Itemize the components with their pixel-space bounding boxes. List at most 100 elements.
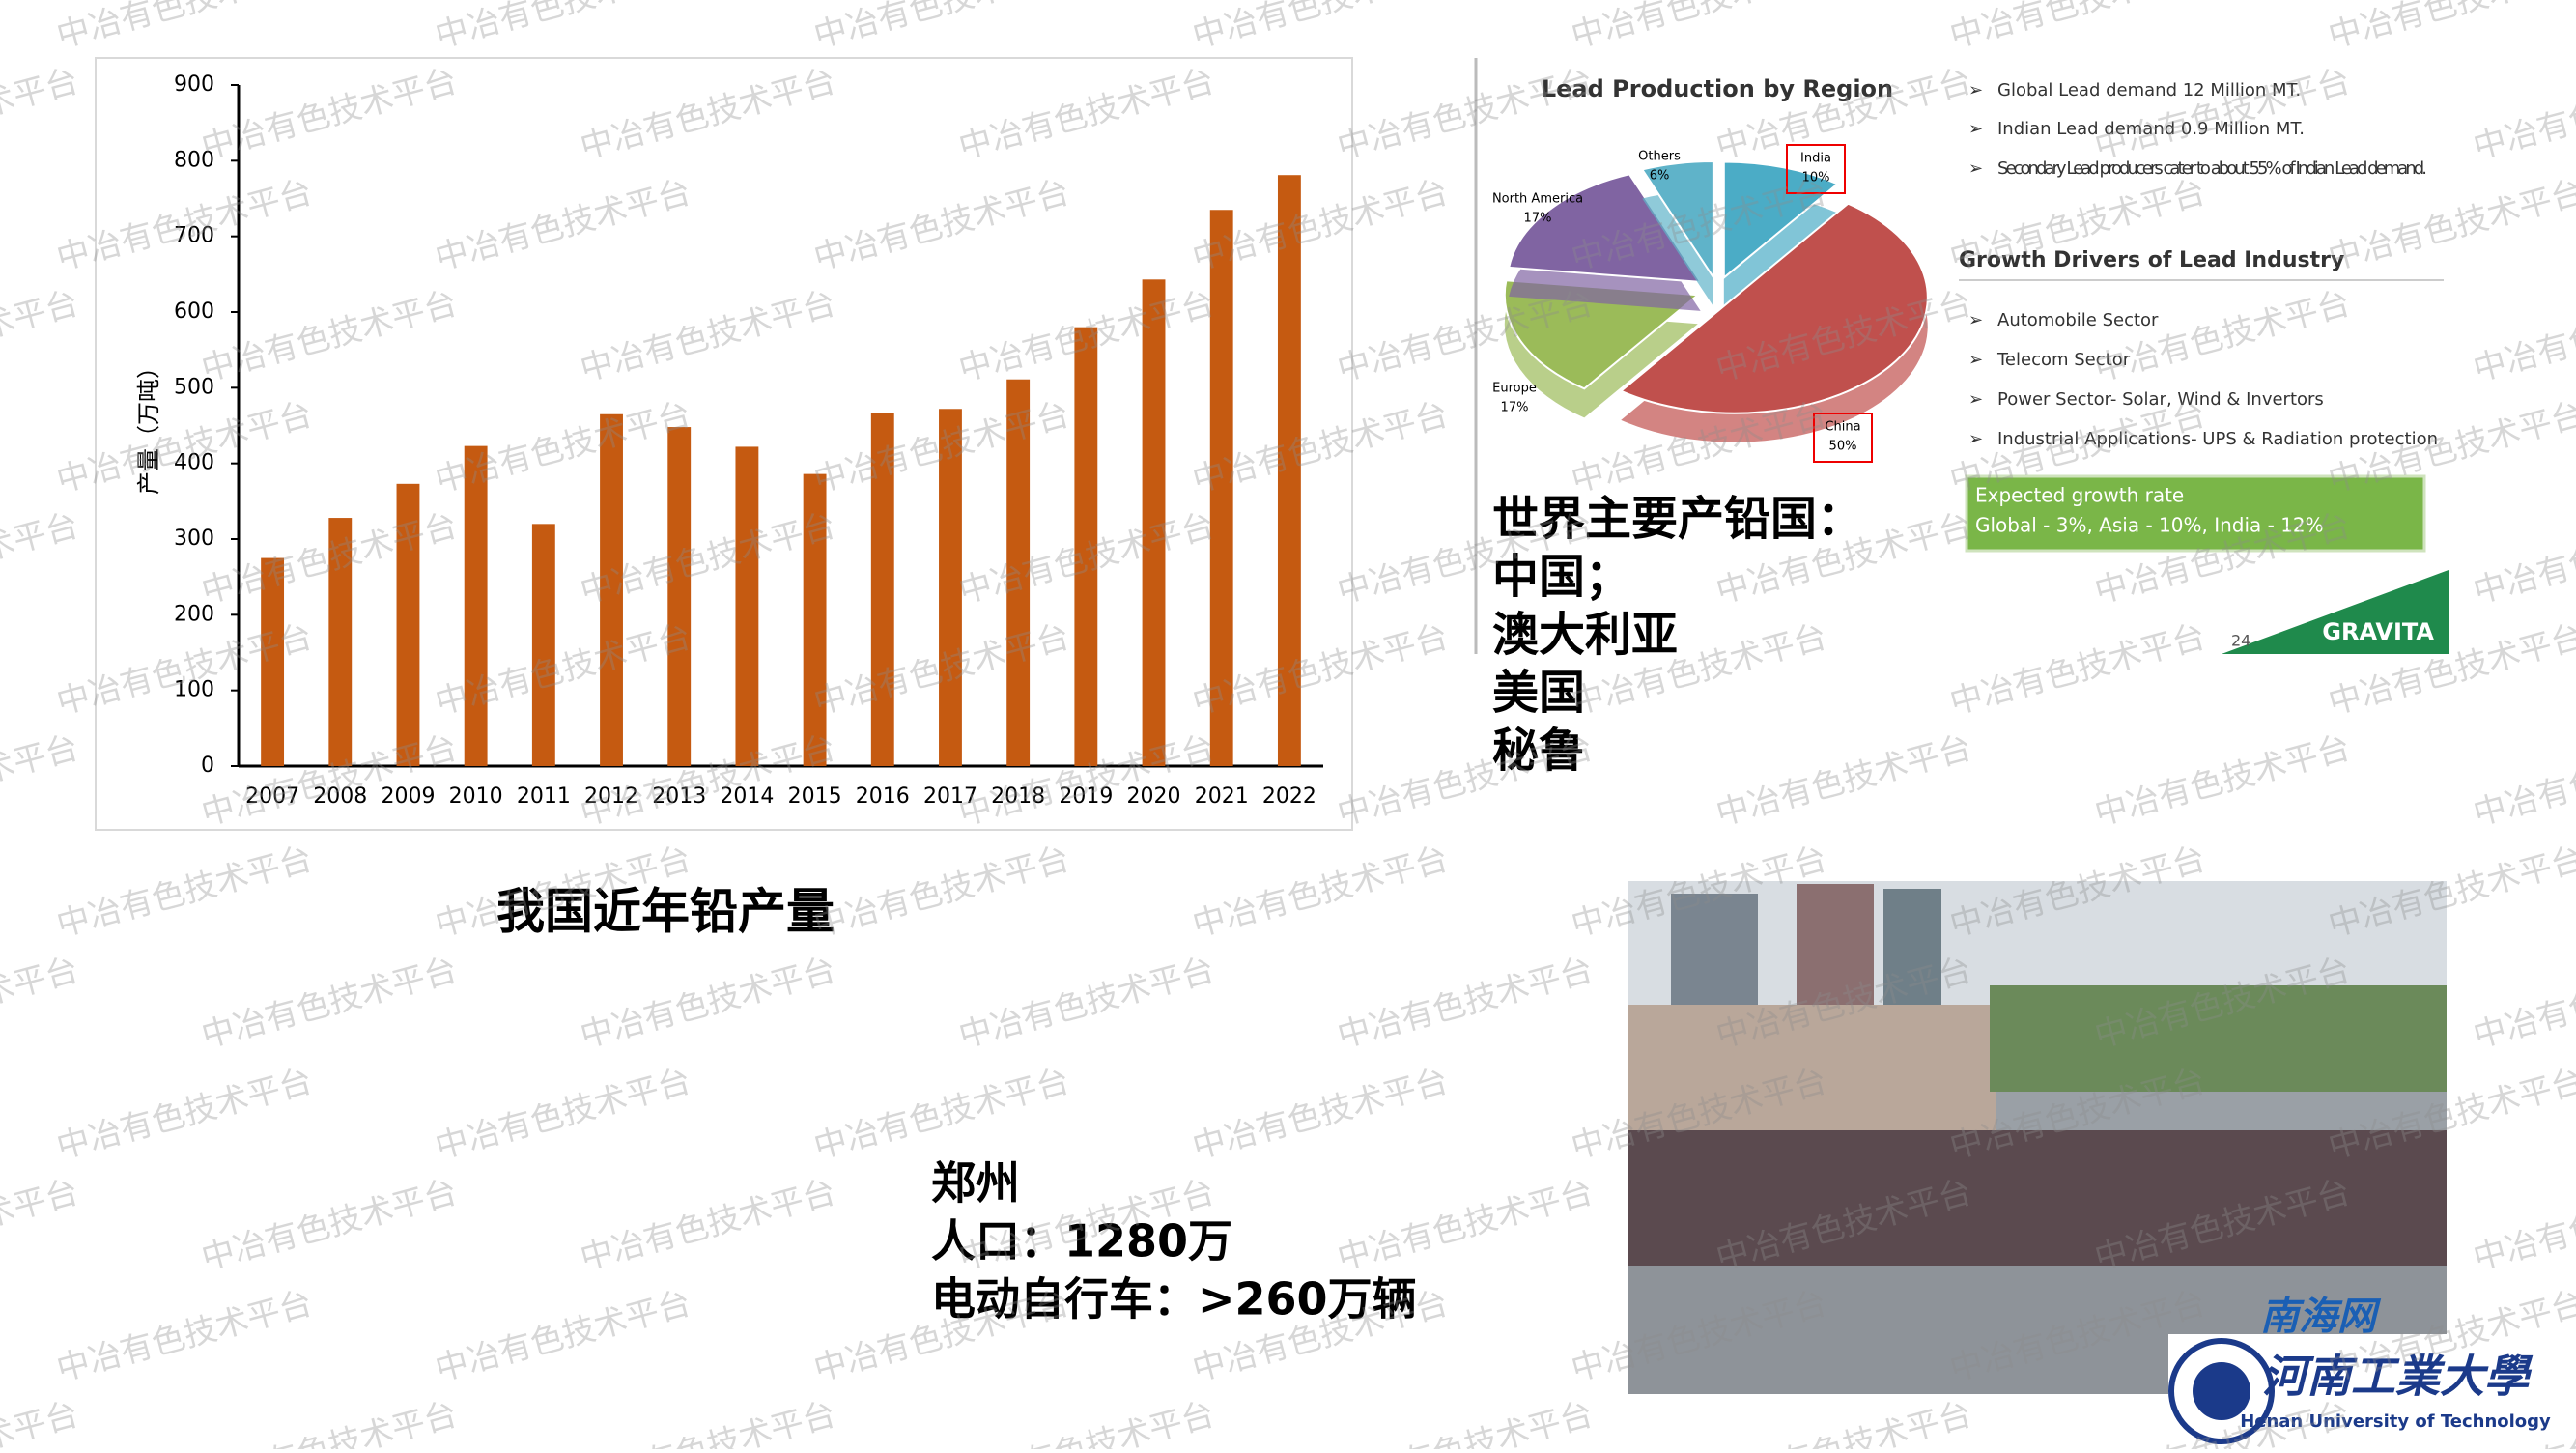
watermark: 中冶有色技术平台	[1188, 0, 1452, 56]
pie-title: Lead Production by Region	[1542, 75, 1893, 102]
watermark: 中冶有色技术平台	[0, 284, 83, 389]
photo-crowd	[1628, 1130, 2447, 1266]
bar	[1006, 379, 1031, 766]
watermark: 中冶有色技术平台	[1188, 1062, 1452, 1167]
x-tick-label: 2018	[991, 784, 1045, 809]
pie-slice	[1619, 202, 1929, 414]
logo-emblem-core	[2193, 1362, 2250, 1420]
watermark: 中冶有色技术平台	[52, 0, 316, 56]
watermark: 中冶有色技术平台	[52, 1284, 316, 1389]
growth-box	[1965, 474, 2426, 553]
pie-slice	[1640, 160, 1714, 281]
x-tick-label: 2008	[313, 784, 367, 809]
bar	[939, 409, 962, 766]
y-tick-label: 0	[201, 754, 214, 778]
bar	[600, 413, 623, 766]
y-tick-label: 500	[174, 375, 214, 399]
watermark: 中冶有色技术平台	[2469, 728, 2576, 834]
producer: 秘鲁	[1492, 724, 1585, 778]
watermark: 中冶有色技术平台	[431, 0, 694, 56]
bullet-arrow: ➢	[1968, 158, 1983, 179]
watermark: 中冶有色技术平台	[1188, 840, 1452, 945]
watermark: 中冶有色技术平台	[2469, 1173, 2576, 1278]
logo-english: Henan University of Technology	[2240, 1411, 2551, 1432]
watermark: 中冶有色技术平台	[1712, 1395, 1975, 1449]
watermark: 中冶有色技术平台	[1333, 1173, 1597, 1278]
bullet-arrow: ➢	[1968, 350, 1983, 370]
producer: 美国	[1492, 666, 1585, 720]
pie-label: Others	[1638, 150, 1681, 164]
bar	[1074, 327, 1098, 766]
bar	[1142, 279, 1166, 766]
bar	[803, 473, 827, 766]
pie-label: Europe	[1492, 382, 1537, 396]
y-tick-label: 600	[174, 299, 214, 324]
bullet-arrow: ➢	[1968, 389, 1983, 410]
driver: Power Sector- Solar, Wind & Invertors	[1997, 389, 2324, 410]
x-tick-label: 2017	[923, 784, 977, 809]
producer: 澳大利亚	[1492, 608, 1678, 662]
pie-slice	[1722, 160, 1840, 280]
y-axis-title: 产量（万吨）	[135, 356, 162, 495]
watermark: 中冶有色技术平台	[197, 1395, 461, 1449]
producer: 中国；	[1492, 550, 1631, 604]
x-tick-label: 2012	[584, 784, 638, 809]
producer: 世界主要产铅国：	[1492, 492, 1863, 546]
x-tick-label: 2019	[1059, 784, 1113, 809]
y-tick-label: 200	[174, 602, 214, 626]
y-tick-label: 700	[174, 224, 214, 248]
slide-bullet: Secondary Lead producers cater to about …	[1997, 158, 2427, 179]
watermark: 中冶有色技术平台	[809, 0, 1073, 56]
x-tick-label: 2022	[1262, 784, 1316, 809]
watermark: 中冶有色技术平台	[431, 1062, 694, 1167]
pie-value-label: 10%	[1802, 171, 1830, 185]
watermark: 中冶有色技术平台	[0, 1173, 83, 1278]
y-tick-label: 100	[174, 678, 214, 702]
watermark: 中冶有色技术平台	[576, 1173, 839, 1278]
growth-title: Expected growth rate	[1975, 484, 2184, 507]
photo-credit: 南海网	[2260, 1295, 2382, 1339]
pie-label: India	[1800, 152, 1831, 166]
slide-bullet: Indian Lead demand 0.9 Million MT.	[1997, 119, 2305, 139]
watermark: 中冶有色技术平台	[0, 62, 83, 167]
watermark: 中冶有色技术平台	[0, 1395, 83, 1449]
logo-name: 河南工業大學	[2262, 1351, 2534, 1403]
pie-value-label: 17%	[1501, 401, 1529, 415]
x-tick-label: 2021	[1195, 784, 1249, 809]
bar	[870, 413, 894, 766]
watermark: 中冶有色技术平台	[0, 506, 83, 612]
y-tick-label: 300	[174, 527, 214, 551]
slide-bullet: Global Lead demand 12 Million MT.	[1997, 80, 2301, 100]
watermark: 中冶有色技术平台	[1333, 728, 1597, 834]
x-tick-label: 2015	[788, 784, 842, 809]
city-fact: 人口：1280万	[931, 1215, 1232, 1268]
watermark: 中冶有色技术平台	[1333, 1395, 1597, 1449]
brand-band	[2222, 570, 2449, 654]
x-tick-label: 2011	[517, 784, 571, 809]
drivers-heading: Growth Drivers of Lead Industry	[1959, 248, 2344, 272]
bar	[261, 557, 285, 766]
bullet-arrow: ➢	[1968, 80, 1983, 100]
pie-value-label: 50%	[1829, 440, 1857, 454]
slide-number: 24	[2231, 632, 2250, 650]
photo-building	[1628, 1005, 1996, 1130]
watermark: 中冶有色技术平台	[1945, 0, 2209, 56]
watermark: 中冶有色技术平台	[52, 840, 316, 945]
watermark: 中冶有色技术平台	[2469, 506, 2576, 612]
bullet-arrow: ➢	[1968, 429, 1983, 449]
bullet-arrow: ➢	[1968, 119, 1983, 139]
x-tick-label: 2007	[245, 784, 299, 809]
bar	[464, 445, 488, 766]
photo-trees	[1990, 985, 2447, 1092]
bar	[1277, 175, 1301, 766]
watermark: 中冶有色技术平台	[809, 840, 1073, 945]
watermark: 中冶有色技术平台	[52, 1062, 316, 1167]
pie-value-label: 17%	[1524, 212, 1552, 226]
label-box	[1813, 413, 1873, 463]
bar	[735, 446, 759, 766]
x-tick-label: 2014	[720, 784, 774, 809]
pie-slice	[1503, 279, 1701, 390]
watermark: 中冶有色技术平台	[2324, 0, 2576, 56]
